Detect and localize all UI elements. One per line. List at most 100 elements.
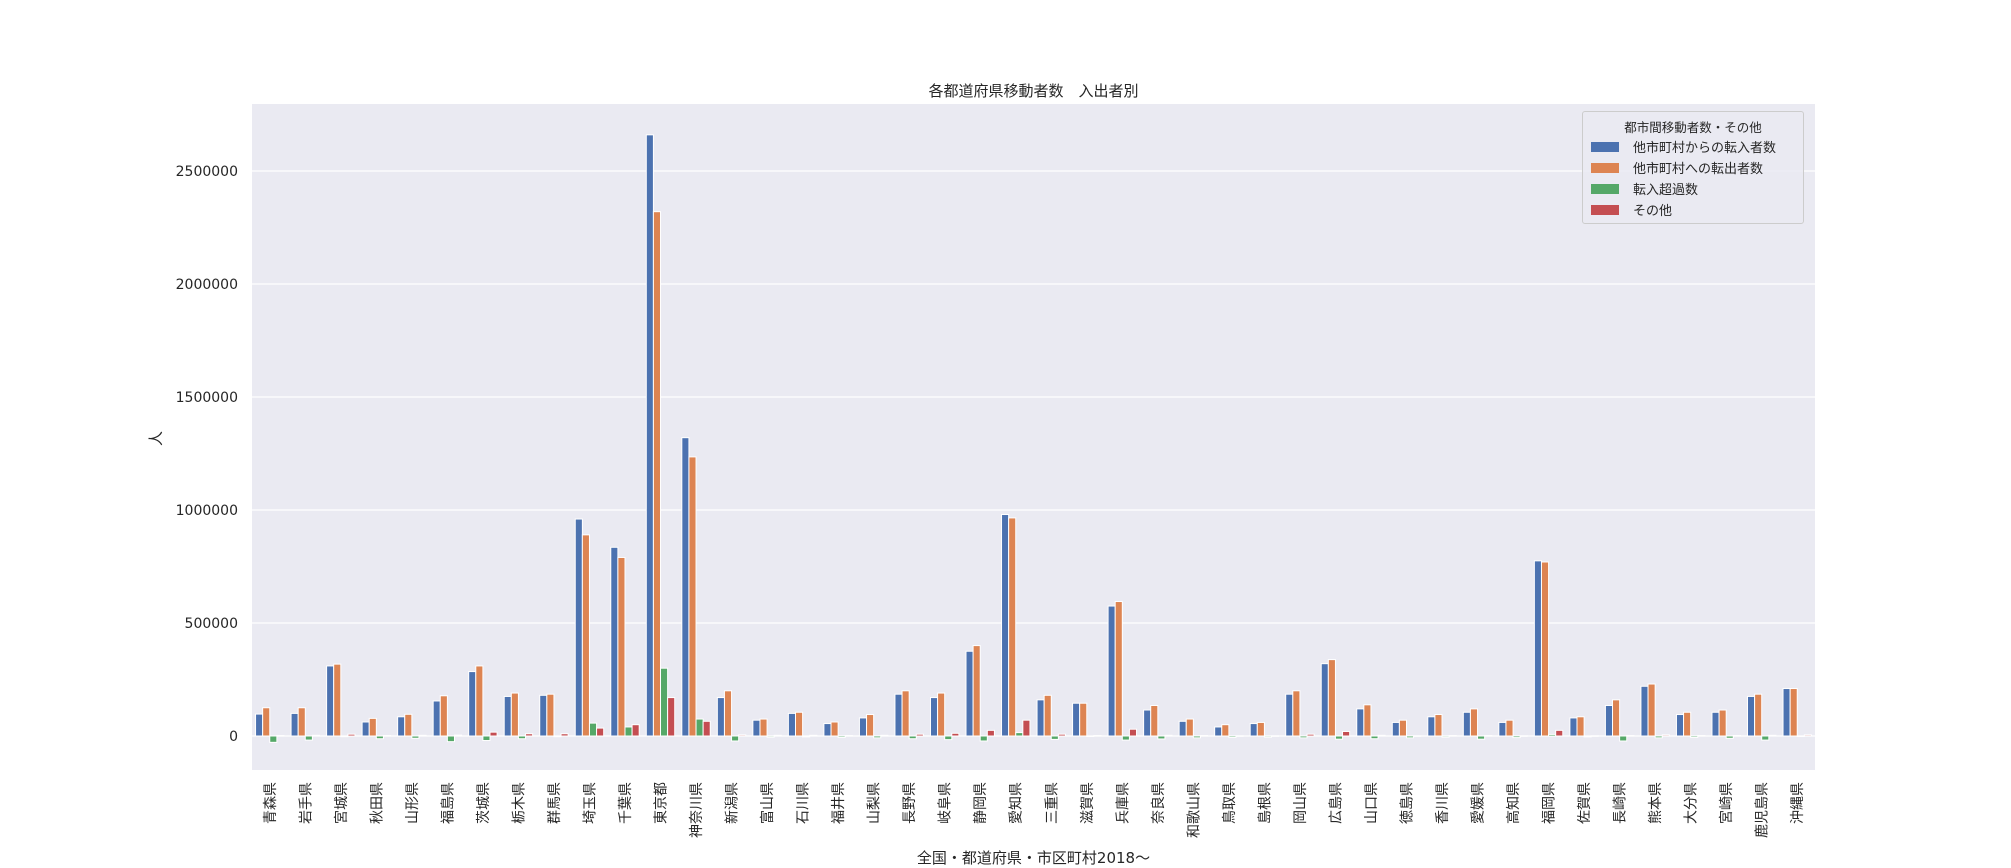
- bar: [723, 690, 733, 737]
- bar: [1555, 729, 1564, 737]
- bar: [1121, 735, 1130, 741]
- legend-swatch: [1591, 183, 1619, 194]
- bar: [773, 734, 782, 737]
- legend-item: 転入超過数: [1583, 178, 1803, 199]
- chart-title: 各都道府県移動者数 入出者別: [928, 82, 1139, 100]
- bar: [1334, 735, 1344, 740]
- legend-label: 他市町村への転出者数: [1633, 162, 1764, 177]
- bar: [1377, 734, 1386, 737]
- legend: 都市間移動者数・その他 他市町村からの転入者数 他市町村への転出者数 転入超過数 その…: [1582, 111, 1804, 224]
- x-tick-label: 福岡県: [1542, 782, 1558, 824]
- bar: [937, 692, 946, 737]
- bar: [1263, 735, 1273, 738]
- bar: [1128, 728, 1138, 737]
- bar: [858, 717, 868, 737]
- bar: [645, 134, 654, 737]
- bar: [1796, 735, 1805, 737]
- x-tick-label: 兵庫県: [1114, 782, 1131, 824]
- x-tick-label: 徳島県: [1399, 782, 1415, 824]
- bar: [880, 734, 889, 737]
- bar: [560, 733, 569, 737]
- bar: [702, 720, 711, 737]
- x-tick-label: 長野県: [902, 782, 918, 824]
- legend-swatch: [1591, 141, 1619, 152]
- bar: [1398, 719, 1407, 737]
- bar: [1363, 704, 1372, 737]
- bar: [1647, 683, 1656, 737]
- bar: [1654, 735, 1663, 739]
- bar: [1803, 734, 1812, 737]
- x-tick-label: 岡山県: [1293, 782, 1309, 824]
- x-tick-label: 和歌山県: [1186, 782, 1202, 838]
- bar: [1015, 732, 1024, 737]
- bar: [1626, 735, 1635, 737]
- x-tick-label: 山梨県: [867, 782, 883, 824]
- bar: [802, 735, 811, 738]
- bar: [1505, 719, 1514, 737]
- y-tick-label: 0: [229, 729, 238, 745]
- bar: [475, 665, 484, 737]
- bar: [660, 667, 669, 737]
- bar: [1512, 735, 1521, 739]
- bar: [1690, 735, 1699, 738]
- legend-label: 他市町村からの転入者数: [1633, 141, 1777, 156]
- x-tick-label: 三重県: [1044, 782, 1060, 824]
- bar: [262, 707, 271, 737]
- bar: [368, 717, 377, 737]
- bar: [915, 733, 924, 737]
- bar: [1292, 690, 1301, 737]
- bar: [944, 735, 953, 741]
- bar: [574, 518, 583, 737]
- bar: [1590, 735, 1599, 737]
- bar: [269, 735, 278, 743]
- x-tick-label: 茨城県: [476, 782, 492, 824]
- x-tick-label: 大分県: [1684, 782, 1700, 824]
- bar: [972, 645, 981, 737]
- y-tick-label: 1500000: [176, 390, 238, 406]
- x-tick-label: 愛媛県: [1471, 782, 1487, 824]
- bar: [738, 734, 747, 737]
- bar: [1285, 693, 1294, 737]
- bar: [404, 713, 413, 737]
- bar: [1036, 699, 1045, 737]
- bar: [347, 733, 356, 737]
- x-tick-label: 島根県: [1257, 782, 1273, 824]
- bar: [965, 650, 974, 737]
- bar: [375, 735, 384, 740]
- x-tick-label: 新潟県: [725, 782, 741, 824]
- bar: [1441, 735, 1450, 738]
- bar: [929, 697, 939, 737]
- bar: [1477, 735, 1486, 740]
- bar: [1789, 688, 1798, 737]
- bar: [1413, 735, 1422, 737]
- bar: [311, 734, 320, 737]
- bar: [1370, 735, 1379, 740]
- bar: [297, 707, 306, 737]
- bar: [1498, 721, 1507, 737]
- bar: [276, 735, 285, 737]
- bar: [510, 692, 519, 737]
- legend-item: その他: [1583, 199, 1803, 220]
- x-tick-label: 岩手県: [298, 782, 314, 824]
- bar: [326, 665, 335, 737]
- bar: [1697, 735, 1706, 737]
- legend-item: 他市町村への転出者数: [1583, 157, 1803, 178]
- x-tick-label: 福井県: [831, 782, 847, 824]
- x-tick-label: 栃木県: [511, 782, 527, 824]
- bar: [1711, 711, 1720, 737]
- bar: [1235, 735, 1244, 737]
- x-tick-label: 山口県: [1364, 782, 1380, 824]
- bar: [1619, 735, 1628, 742]
- bar: [489, 731, 498, 737]
- bar: [1448, 735, 1457, 737]
- bar: [418, 734, 427, 737]
- bar: [1675, 714, 1685, 737]
- x-tick-label: 静岡県: [973, 782, 989, 824]
- bar: [1093, 735, 1102, 737]
- bar: [1462, 711, 1471, 737]
- x-tick-label: 東京都: [654, 782, 670, 824]
- legend-label: その他: [1633, 204, 1673, 219]
- bar: [1533, 560, 1542, 737]
- legend-swatch: [1591, 204, 1619, 215]
